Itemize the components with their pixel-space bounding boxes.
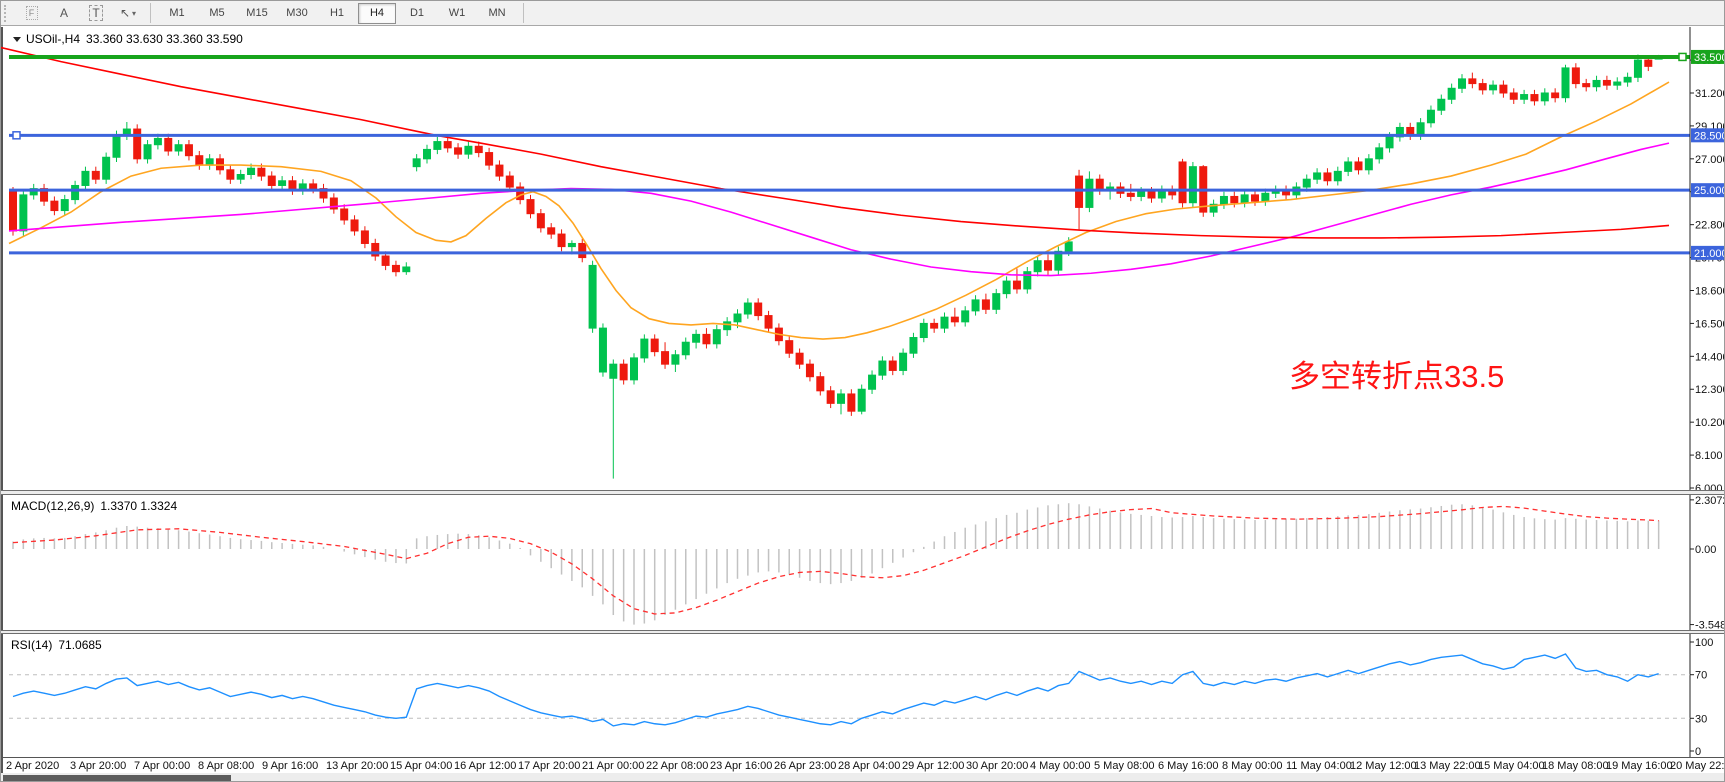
cursor-tool-icon: ↖ (119, 6, 131, 20)
date-tick-label: 29 Apr 12:00 (902, 760, 965, 772)
date-tick-label: 28 Apr 04:00 (838, 760, 901, 772)
cursor-tool-icon[interactable]: ↖ ▾ (112, 3, 144, 24)
panel-splitter[interactable] (1, 490, 1724, 495)
date-tick-label: 5 May 08:00 (1094, 760, 1155, 772)
date-tick-label: 3 Apr 20:00 (70, 760, 127, 772)
macd-title: MACD(12,26,9) 1.3370 1.3324 (11, 499, 177, 513)
date-tick-label: 23 Apr 16:00 (710, 760, 773, 772)
timeframe-button-m1[interactable]: M1 (169, 7, 185, 19)
toolbar: F A T ↖ ▾ M1 M5 M15 M30 H1 H4 D1 W1 MN (1, 1, 1724, 26)
timeframe-button-m15[interactable]: M15 (246, 7, 268, 19)
toolbar-grip[interactable] (4, 4, 11, 22)
rsi-name-label: RSI(14) (11, 638, 53, 652)
date-tick-label: 9 Apr 16:00 (262, 760, 319, 772)
date-tick-label: 21 Apr 00:00 (582, 760, 645, 772)
text-tool-icon[interactable]: T (80, 3, 112, 24)
date-tick-label: 26 Apr 23:00 (774, 760, 837, 772)
text-label-icon: A (59, 6, 68, 20)
macd-values-label: 1.3370 1.3324 (100, 499, 178, 513)
date-tick-label: 8 Apr 08:00 (198, 760, 255, 772)
macd-panel[interactable] (1, 495, 1724, 630)
timeframe-button-d1[interactable]: D1 (409, 7, 425, 19)
indicator-f-icon: F (25, 6, 39, 20)
date-tick-label: 20 May 22:00 (1670, 760, 1725, 772)
chart-title: USOil-,H4 33.360 33.630 33.360 33.590 (13, 32, 243, 46)
panel-splitter[interactable] (1, 630, 1724, 634)
date-tick-label: 30 Apr 20:00 (966, 760, 1029, 772)
date-tick-label: 15 Apr 04:00 (390, 760, 453, 772)
date-tick-label: 7 Apr 00:00 (134, 760, 191, 772)
toolbar-separator (523, 3, 524, 23)
macd-name-label: MACD(12,26,9) (11, 499, 95, 513)
text-label-icon[interactable]: A (48, 3, 80, 24)
ohlc-values: 33.360 33.630 33.360 33.590 (86, 32, 243, 46)
main-chart-panel[interactable] (1, 27, 1724, 490)
date-tick-label: 8 May 00:00 (1222, 760, 1283, 772)
scrollbar-thumb[interactable] (3, 775, 231, 781)
chart-text-annotation[interactable]: 多空转折点33.5 (1289, 359, 1505, 394)
date-tick-label: 17 Apr 20:00 (518, 760, 581, 772)
timeframe-buttons-group: M1 M5 M15 M30 H1 H4 D1 W1 MN (157, 2, 517, 24)
date-tick-label: 12 May 12:00 (1350, 760, 1417, 772)
date-tick-label: 6 May 16:00 (1158, 760, 1219, 772)
date-tick-label: 16 Apr 12:00 (454, 760, 517, 772)
text-tool-icon: T (89, 5, 103, 21)
rsi-value-label: 71.0685 (58, 638, 102, 652)
date-tick-label: 4 May 00:00 (1030, 760, 1091, 772)
date-tick-label: 15 May 04:00 (1478, 760, 1545, 772)
date-tick-label: 13 May 22:00 (1414, 760, 1481, 772)
horizontal-scrollbar[interactable] (1, 773, 1724, 781)
date-tick-label: 19 May 16:00 (1606, 760, 1673, 772)
timeframe-button-mn[interactable]: MN (488, 7, 506, 19)
symbol-period-label: USOil-,H4 (26, 32, 81, 46)
toolbar-separator (150, 3, 151, 23)
date-tick-label: 22 Apr 08:00 (646, 760, 709, 772)
dropdown-caret-icon: ▾ (132, 8, 137, 18)
timeframe-button-h4[interactable]: H4 (358, 2, 396, 24)
timeframe-button-w1[interactable]: W1 (448, 7, 466, 19)
date-axis[interactable]: 2 Apr 2020 3 Apr 20:00 7 Apr 00:00 8 Apr 08… (1, 757, 1724, 773)
timeframe-button-m30[interactable]: M30 (286, 7, 308, 19)
symbol-menu-icon[interactable] (13, 37, 21, 43)
rsi-title: RSI(14) 71.0685 (11, 638, 102, 652)
date-tick-label: 11 May 04:00 (1286, 760, 1352, 772)
indicator-f-icon[interactable]: F (16, 3, 48, 24)
date-tick-label: 2 Apr 2020 (6, 760, 60, 772)
date-tick-label: 18 May 08:00 (1542, 760, 1609, 772)
timeframe-button-m5[interactable]: M5 (209, 7, 225, 19)
date-tick-label: 13 Apr 20:00 (326, 760, 389, 772)
drawing-tools-group: F A T ↖ ▾ (16, 3, 144, 24)
rsi-panel[interactable] (1, 634, 1724, 757)
timeframe-button-h1[interactable]: H1 (329, 7, 345, 19)
